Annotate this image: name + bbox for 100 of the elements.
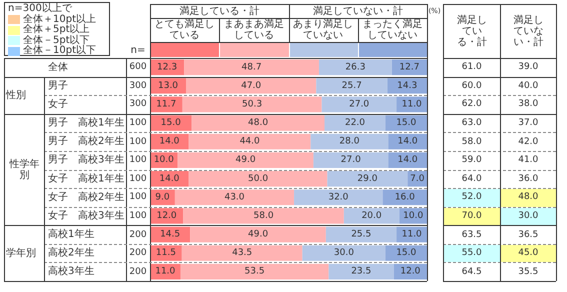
text: 52.0	[444, 189, 500, 207]
text: 63.5	[460, 228, 483, 242]
text: 100	[128, 117, 148, 130]
text: 学年別	[6, 246, 37, 261]
text: 36.0	[517, 172, 540, 186]
text: 70.0	[444, 208, 500, 226]
bar	[328, 264, 394, 280]
text: 41.0	[517, 154, 540, 168]
bar	[324, 115, 386, 131]
bar	[388, 134, 427, 150]
text: n=	[130, 44, 146, 57]
data-label: 10.0	[403, 210, 424, 221]
data-label: 16.0	[394, 192, 416, 202]
text: 性学年別	[8, 158, 40, 182]
data-label: 43.5	[232, 248, 252, 258]
data-label: 12.3	[157, 62, 178, 72]
data-label: 27.0	[340, 155, 362, 166]
data-label: 25.5	[351, 230, 372, 240]
bar	[184, 60, 319, 76]
text: 48.0	[500, 189, 556, 207]
data-label: 20.0	[362, 210, 382, 221]
data-label: 9.0	[155, 192, 170, 202]
bar	[188, 171, 328, 187]
bar	[382, 190, 427, 206]
text: n=300以上で	[8, 3, 73, 14]
text: 35.5	[517, 266, 540, 279]
y-tick-label: 高校3年生	[48, 265, 94, 278]
bar	[174, 190, 294, 206]
text: 100	[128, 210, 148, 223]
data-label: 48.7	[241, 62, 262, 72]
bar	[188, 134, 311, 150]
data-label: 14.0	[159, 136, 180, 147]
bar	[178, 152, 314, 168]
bar	[313, 152, 388, 168]
data-label: 44.0	[240, 136, 260, 147]
text: 62.0	[460, 98, 483, 112]
series-label: とても満足している	[154, 18, 216, 42]
data-label: 32.0	[328, 192, 349, 202]
y-tick-label: 高校1年生	[48, 228, 94, 240]
text: 45.0	[500, 244, 556, 262]
bar	[192, 115, 325, 131]
text: 40.0	[517, 80, 540, 93]
series-label: あまり満足していない	[292, 18, 354, 42]
bar	[310, 134, 388, 150]
data-label: 29.0	[357, 174, 378, 184]
y-tick-label: 女子 高校3年生	[48, 209, 124, 222]
data-label: 15.0	[396, 118, 417, 128]
text: 59.0	[460, 154, 483, 168]
series-label: まあまあ満足している	[222, 18, 285, 42]
data-label: 53.5	[244, 266, 265, 277]
y-tick-label: 女子	[48, 98, 68, 110]
y-tick-label: 男子 高校1年生	[48, 116, 124, 129]
bar	[182, 245, 302, 261]
bar	[396, 96, 427, 112]
data-label: 13.0	[158, 80, 178, 91]
text: 100	[128, 191, 148, 204]
category-label: 全体－5pt以下	[23, 34, 90, 46]
data-label: 12.0	[400, 266, 421, 277]
text: 64.0	[460, 172, 483, 186]
data-label: 11.0	[402, 99, 422, 110]
data-label: 27.0	[349, 99, 370, 110]
bar	[190, 226, 326, 242]
y-tick-label: 男子	[48, 80, 68, 92]
bar	[150, 96, 182, 112]
category-label: 全体－10pt以下	[23, 45, 96, 56]
data-label: 14.0	[398, 155, 418, 166]
text: 満足している・計	[178, 4, 260, 18]
data-label: 14.0	[159, 174, 180, 184]
data-label: 22.0	[344, 118, 366, 128]
bar	[180, 264, 329, 280]
bar	[182, 96, 322, 112]
bar	[387, 78, 427, 94]
text: 満足していない・計	[312, 4, 404, 18]
data-label: 11.0	[155, 266, 176, 277]
y-tick-label: 男子 高校2年生	[48, 135, 124, 148]
bar	[186, 78, 316, 94]
data-label: 48.0	[248, 118, 268, 128]
bar	[385, 245, 427, 261]
data-label: 50.3	[242, 99, 262, 110]
y-tick-label: 高校2年生	[48, 246, 94, 259]
text: 58.0	[460, 136, 483, 149]
text: 38.0	[517, 98, 540, 112]
data-label: 58.0	[254, 210, 274, 221]
text: 36.5	[517, 228, 540, 242]
y-tick-label: 全体	[48, 60, 68, 73]
bar	[322, 96, 397, 112]
text: 60.0	[460, 80, 483, 93]
data-label: 11.7	[156, 99, 176, 110]
data-label: 26.3	[345, 62, 366, 72]
bar	[316, 78, 388, 94]
bar	[388, 152, 427, 168]
text: 64.5	[460, 266, 483, 279]
data-label: 30.0	[334, 248, 354, 258]
data-label: 50.0	[248, 174, 268, 184]
data-label: 12.0	[156, 210, 177, 221]
category-label: 全体＋10pt以上	[23, 14, 96, 24]
series-label: まったく満足していない	[361, 18, 424, 42]
text: 100	[128, 136, 148, 149]
bar	[385, 115, 427, 131]
bar	[392, 60, 427, 76]
